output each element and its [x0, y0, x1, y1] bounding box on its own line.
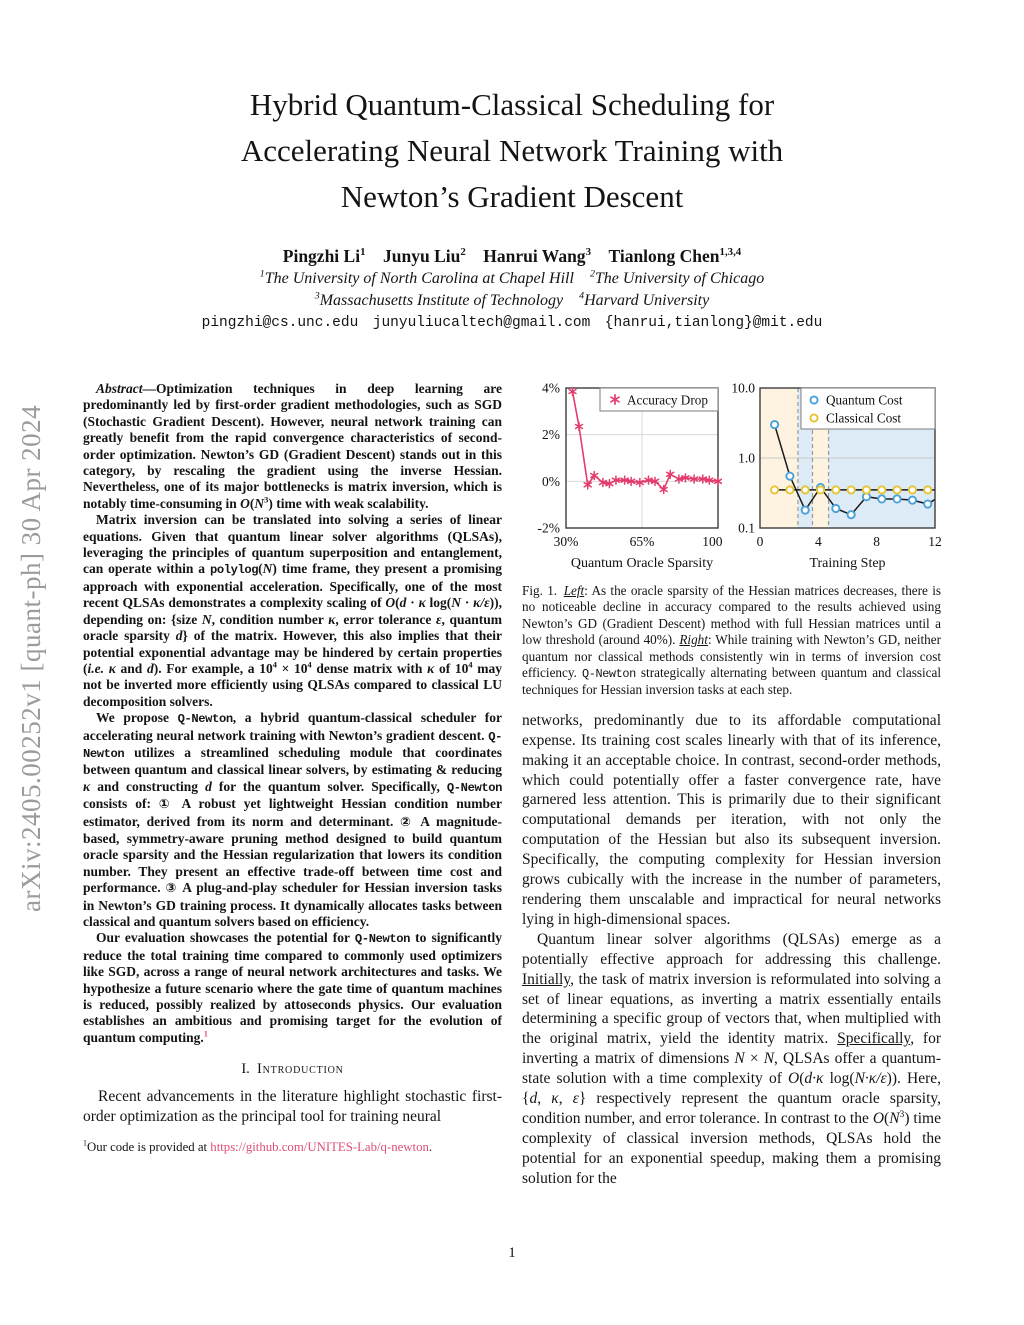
affiliation-line-2: 3Massachusetts Institute of Technology 4…: [314, 290, 710, 309]
svg-text:Quantum Cost: Quantum Cost: [826, 393, 903, 408]
page-title: Hybrid Quantum-Classical Scheduling for …: [240, 87, 784, 214]
svg-text:100%: 100%: [702, 534, 721, 549]
abstract-paragraph-2: Matrix inversion can be translated into …: [83, 512, 503, 709]
svg-text:-2%: -2%: [538, 521, 561, 536]
svg-text:4%: 4%: [542, 381, 560, 396]
introduction-text: Recent advancements in the literature hi…: [83, 1087, 502, 1127]
svg-text:Quantum Oracle Sparsity: Quantum Oracle Sparsity: [571, 556, 713, 571]
svg-text:30%: 30%: [554, 534, 579, 549]
page-number: 1: [508, 1245, 516, 1261]
paper-header: Hybrid Quantum-Classical Scheduling for …: [112, 82, 912, 331]
svg-text:Classical Cost: Classical Cost: [826, 411, 901, 426]
svg-text:4: 4: [814, 534, 821, 549]
svg-text:2%: 2%: [542, 427, 560, 442]
abstract-paragraph-1: Abstract—Optimization techniques in deep…: [83, 381, 502, 511]
figure-1: -2% 0% 2% 4% 30% 65% 100% Quantum Oracle Sparsi…: [522, 381, 942, 574]
svg-text:0: 0: [756, 534, 763, 549]
affiliation-line-1: 1The University of North Carolina at Cha…: [259, 268, 765, 287]
footnote: 1Our code is provided at https://github.…: [83, 1138, 433, 1155]
inversion-cost-chart: 10.0 1.0 0.10 4 8 12 Training Step Quantum Cost…: [731, 381, 941, 571]
abstract-paragraph-3: We propose Q-Newton, a hybrid quantum-cl…: [83, 710, 503, 929]
svg-text:1.0: 1.0: [738, 451, 755, 466]
intro-paragraph: Recent advancements in the literature hi…: [83, 1088, 502, 1126]
figure-1-caption: Fig. 1. Left: As the oracle sparsity of …: [522, 583, 941, 698]
svg-text:12: 12: [928, 534, 941, 549]
authors-line: Pingzhi Li1 Junyu Liu2 Hanrui Wang3 Tian…: [282, 246, 742, 266]
svg-text:10.0: 10.0: [731, 381, 755, 396]
section-heading-introduction: I. Introduction: [241, 1061, 344, 1078]
introduction-continued: networks, predominantly due to its affor…: [522, 711, 941, 1189]
svg-text:Accuracy Drop: Accuracy Drop: [627, 393, 708, 408]
body-paragraph-2: Quantum linear solver algorithms (QLSAs)…: [522, 930, 941, 1187]
emails-line: pingzhi@cs.unc.edu junyuliucaltech@gmail…: [201, 315, 823, 331]
svg-text:65%: 65%: [630, 534, 655, 549]
code-link[interactable]: https://github.com/UNITES-Lab/q-newton: [210, 1140, 429, 1155]
two-column-body: Abstract—Optimization techniques in deep…: [83, 381, 941, 1189]
abstract: Abstract—Optimization techniques in deep…: [83, 381, 502, 1046]
left-column: Abstract—Optimization techniques in deep…: [83, 381, 502, 1189]
svg-text:0%: 0%: [542, 474, 560, 489]
svg-text:Training Step: Training Step: [809, 556, 885, 571]
abstract-paragraph-4: Our evaluation showcases the potential f…: [83, 930, 502, 1045]
svg-text:0.1: 0.1: [738, 521, 755, 536]
accuracy-drop-chart: -2% 0% 2% 4% 30% 65% 100% Quantum Oracle Sparsi…: [538, 381, 722, 571]
body-paragraph-1: networks, predominantly due to its affor…: [522, 711, 941, 928]
right-column: -2% 0% 2% 4% 30% 65% 100% Quantum Oracle Sparsi…: [522, 381, 941, 1189]
arxiv-banner: arXiv:2405.00252v1 [quant-ph] 30 Apr 202…: [16, 404, 46, 912]
svg-text:8: 8: [873, 534, 880, 549]
